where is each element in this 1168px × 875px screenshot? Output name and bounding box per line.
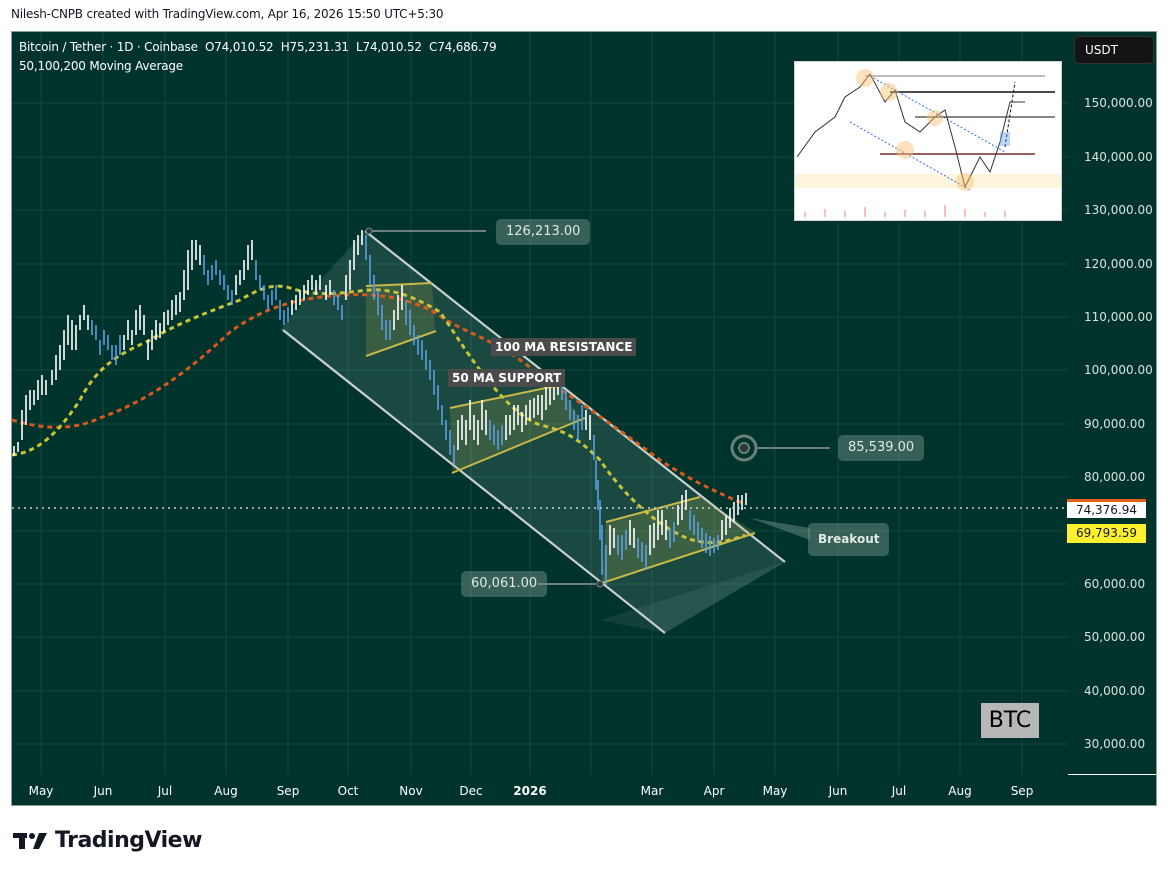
time-tick: Oct [337, 784, 359, 798]
price-tick: 100,000.00 [1084, 363, 1153, 377]
time-tick: Nov [399, 784, 423, 798]
price-tick: 140,000.00 [1084, 150, 1153, 164]
price-tick: 30,000.00 [1084, 737, 1146, 751]
time-tick: Jun [828, 784, 848, 798]
symbol-ohlc-line[interactable]: Bitcoin / Tether · 1D · Coinbase O74,010… [19, 40, 497, 54]
currency-button[interactable]: USDT [1074, 36, 1154, 64]
axis-separator [1068, 774, 1156, 775]
ticker-tag[interactable]: BTC [981, 703, 1039, 738]
ma100-line [12, 293, 746, 506]
time-tick: Aug [948, 784, 972, 798]
time-tick: May [28, 784, 54, 798]
time-tick: Sep [276, 784, 300, 798]
ohlc-bars [13, 230, 747, 585]
inset-chart-canvas [795, 69, 1061, 217]
ma50-support-label[interactable]: 50 MA SUPPORT [448, 369, 566, 387]
price-tick: 40,000.00 [1084, 684, 1146, 698]
price-tick: 50,000.00 [1084, 630, 1146, 644]
breakout-callout[interactable]: Breakout [808, 523, 890, 556]
indicator-line[interactable]: 50,100,200 Moving Average [19, 59, 183, 73]
ma-value-badge: 69,793.59 [1067, 524, 1146, 543]
breakout-callout-pointer [750, 518, 810, 540]
price-tick: 80,000.00 [1084, 470, 1146, 484]
price-tick: 110,000.00 [1084, 310, 1153, 324]
target-price-callout[interactable]: 85,539.00 [838, 435, 925, 461]
ma100-resistance-label[interactable]: 100 MA RESISTANCE [491, 338, 637, 356]
time-tick: Dec [459, 784, 483, 798]
low-price-callout[interactable]: 60,061.00 [461, 571, 548, 597]
last-price-badge: 74,376.94 [1067, 499, 1146, 518]
time-tick: Mar [640, 784, 664, 798]
tradingview-logo-icon [13, 832, 47, 849]
time-tick: Jul [157, 784, 173, 798]
chart-legend: Bitcoin / Tether · 1D · Coinbase O74,010… [19, 38, 497, 76]
inset-reference-chart[interactable] [794, 61, 1062, 221]
price-tick: 60,000.00 [1084, 577, 1146, 591]
tradingview-wordmark: TradingView [55, 828, 202, 853]
high-price-callout[interactable]: 126,213.00 [496, 219, 591, 245]
time-tick: Sep [1010, 784, 1034, 798]
channel-top-triangle [280, 231, 365, 330]
time-tick: Aug [214, 784, 238, 798]
time-tick: Jun [93, 784, 113, 798]
ma50-line [12, 284, 746, 544]
time-tick: Apr [703, 784, 725, 798]
price-tick: 150,000.00 [1084, 96, 1153, 110]
time-tick: May [762, 784, 788, 798]
price-tick: 130,000.00 [1084, 203, 1153, 217]
time-tick: Jul [891, 784, 907, 798]
price-tick: 120,000.00 [1084, 257, 1153, 271]
credit-line: Nilesh-CNPB created with TradingView.com… [11, 7, 444, 21]
time-tick-year: 2026 [513, 784, 547, 798]
price-tick: 90,000.00 [1084, 417, 1146, 431]
tradingview-logo[interactable]: TradingView [13, 828, 202, 853]
